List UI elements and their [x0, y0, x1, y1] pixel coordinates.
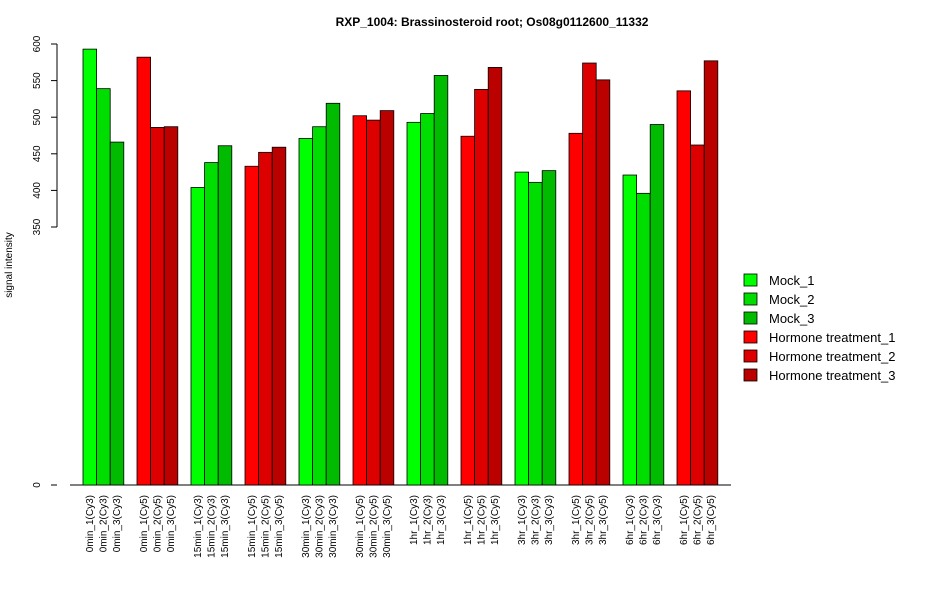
x-tick-label: 3hr_2(Cy5) [584, 495, 595, 545]
legend-label: Mock_3 [769, 311, 815, 326]
legend-swatch [743, 368, 758, 382]
x-tick-label: 15min_2(Cy3) [206, 495, 217, 558]
bar [136, 56, 152, 486]
bar [474, 88, 489, 486]
bar [487, 67, 503, 486]
legend-swatch [743, 349, 758, 363]
legend-label: Hormone treatment_3 [769, 368, 895, 383]
bar [379, 110, 395, 486]
bar [312, 126, 327, 486]
legend-swatch [743, 292, 758, 306]
x-tick-label: 1hr_2(Cy3) [422, 495, 433, 545]
bar [460, 135, 476, 486]
bar [109, 141, 125, 486]
bar [541, 170, 557, 486]
bar [244, 165, 260, 486]
bar [690, 144, 705, 486]
bar [649, 124, 665, 486]
x-tick-label: 3hr_1(Cy3) [517, 495, 528, 545]
x-tick-label: 3hr_2(Cy3) [530, 495, 541, 545]
x-tick-label: 1hr_2(Cy5) [476, 495, 487, 545]
bar [676, 90, 692, 486]
legend-label: Hormone treatment_2 [769, 349, 895, 364]
bar [271, 146, 287, 486]
bar [582, 62, 597, 486]
x-tick-label: 3hr_3(Cy3) [544, 495, 555, 545]
x-tick-label: 0min_1(Cy5) [139, 495, 150, 552]
bar [204, 162, 219, 486]
x-tick-label: 6hr_2(Cy3) [638, 495, 649, 545]
x-tick-label: 15min_2(Cy5) [260, 495, 271, 558]
x-tick-label: 30min_2(Cy5) [368, 495, 379, 558]
x-tick-labels: 0min_1(Cy3) 0min_2(Cy3) 0min_3(Cy3) 0min_1(… [85, 495, 717, 558]
bar [703, 60, 719, 486]
x-tick-label: 1hr_3(Cy5) [490, 495, 501, 545]
bar [150, 127, 165, 486]
bar [514, 171, 530, 486]
y-axis: 0 350 400 450 500 550 600 [32, 35, 731, 488]
bar [595, 79, 611, 486]
y-axis-label: signal intensity [4, 232, 15, 298]
bar [406, 121, 422, 486]
bar [433, 75, 449, 486]
bar [622, 174, 638, 486]
x-tick-label: 15min_1(Cy5) [247, 495, 258, 558]
x-tick-label: 30min_1(Cy3) [301, 495, 312, 558]
y-tick-label: 400 [32, 182, 43, 199]
legend-label: Mock_2 [769, 292, 815, 307]
x-tick-label: 30min_2(Cy3) [314, 495, 325, 558]
bar [82, 48, 98, 486]
y-tick-label: 450 [32, 145, 43, 162]
x-tick-label: 1hr_3(Cy3) [436, 495, 447, 545]
bars-group [82, 48, 719, 486]
bar [366, 119, 381, 486]
y-tick-label: 0 [32, 482, 43, 488]
bar [217, 145, 233, 486]
bar [420, 113, 435, 486]
x-tick-label: 6hr_1(Cy5) [679, 495, 690, 545]
bar [258, 151, 273, 486]
legend-label: Hormone treatment_1 [769, 330, 895, 345]
x-tick-label: 30min_3(Cy5) [382, 495, 393, 558]
x-tick-label: 3hr_1(Cy5) [571, 495, 582, 545]
bar [96, 88, 111, 486]
bar [298, 138, 314, 486]
x-tick-label: 0min_2(Cy3) [98, 495, 109, 552]
bar [163, 126, 179, 486]
bar [636, 192, 651, 486]
legend-swatch [743, 311, 758, 325]
x-tick-label: 3hr_3(Cy5) [598, 495, 609, 545]
y-tick-label: 550 [32, 72, 43, 89]
y-tick-label: 500 [32, 108, 43, 125]
bar [352, 115, 368, 486]
legend: Mock_1 Mock_2 Mock_3 Hormone treatment_1 Hor… [743, 273, 895, 383]
x-tick-label: 1hr_1(Cy3) [409, 495, 420, 545]
x-tick-label: 0min_2(Cy5) [152, 495, 163, 552]
bar [325, 102, 341, 486]
x-tick-label: 6hr_3(Cy3) [652, 495, 663, 545]
x-tick-label: 15min_3(Cy3) [220, 495, 231, 558]
y-tick-label: 600 [32, 35, 43, 52]
x-tick-label: 1hr_1(Cy5) [463, 495, 474, 545]
bar [190, 187, 206, 486]
bar [528, 181, 543, 486]
x-tick-label: 30min_3(Cy3) [328, 495, 339, 558]
legend-swatch [743, 273, 758, 287]
x-tick-label: 6hr_3(Cy5) [706, 495, 717, 545]
y-tick-label: 350 [32, 218, 43, 235]
bar [568, 132, 584, 486]
x-tick-label: 6hr_2(Cy5) [692, 495, 703, 545]
legend-label: Mock_1 [769, 273, 815, 288]
x-tick-label: 15min_3(Cy5) [274, 495, 285, 558]
x-tick-label: 30min_1(Cy5) [355, 495, 366, 558]
x-tick-label: 0min_1(Cy3) [85, 495, 96, 552]
chart-title: RXP_1004: Brassinosteroid root; Os08g011… [336, 15, 649, 29]
x-tick-label: 6hr_1(Cy3) [625, 495, 636, 545]
x-tick-label: 0min_3(Cy3) [112, 495, 123, 552]
x-tick-label: 15min_1(Cy3) [193, 495, 204, 558]
legend-swatch [743, 330, 758, 344]
x-tick-label: 0min_3(Cy5) [166, 495, 177, 552]
